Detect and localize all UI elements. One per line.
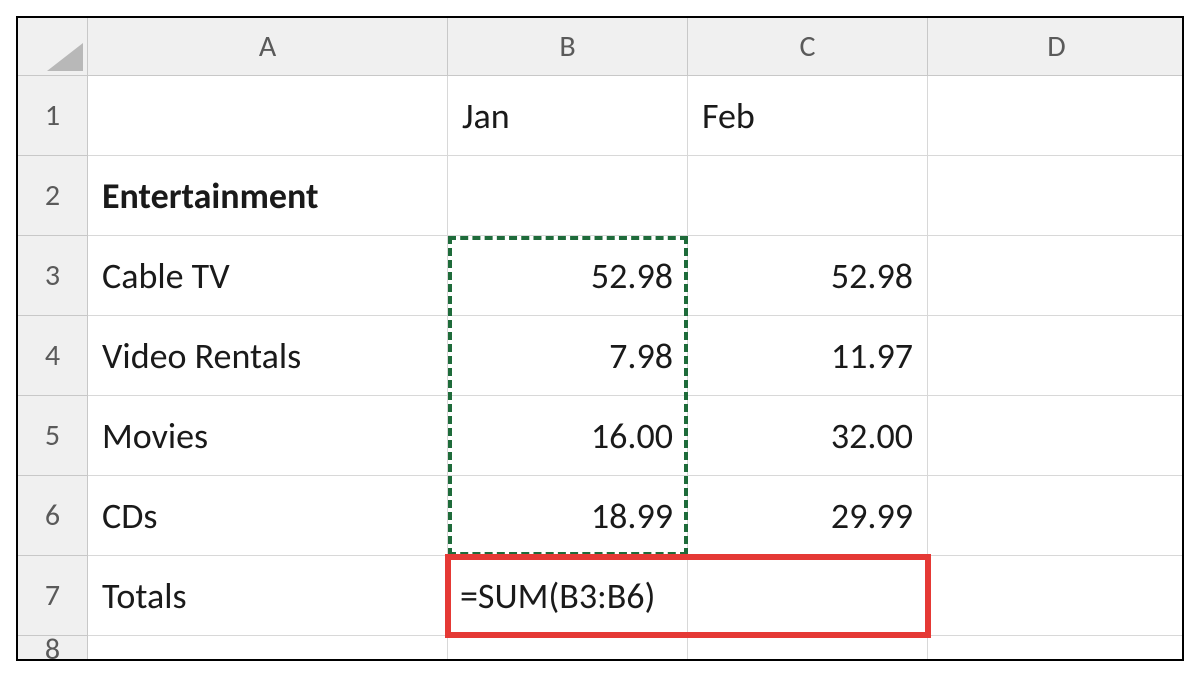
cell-A8[interactable] [88,636,448,661]
col-header-B[interactable]: B [448,18,688,76]
cell-D6[interactable] [928,476,1184,556]
cell-B6[interactable]: 18.99 [448,476,688,556]
cell-D5[interactable] [928,396,1184,476]
cell-A7[interactable]: Totals [88,556,448,636]
row-header-6[interactable]: 6 [18,476,88,556]
row-header-4[interactable]: 4 [18,316,88,396]
cell-B1[interactable]: Jan [448,76,688,156]
cell-A4[interactable]: Video Rentals [88,316,448,396]
cell-C1[interactable]: Feb [688,76,928,156]
cell-C3[interactable]: 52.98 [688,236,928,316]
cell-D3[interactable] [928,236,1184,316]
cell-D7[interactable] [928,556,1184,636]
cell-B2[interactable] [448,156,688,236]
row-header-8[interactable]: 8 [18,636,88,661]
spreadsheet: A B C D 1 Jan Feb 2 Entertainment 3 Cabl… [16,16,1184,661]
formula-display: =SUM(B3:B6) [450,556,928,636]
cell-A6[interactable]: CDs [88,476,448,556]
cell-C4[interactable]: 11.97 [688,316,928,396]
row-header-2[interactable]: 2 [18,156,88,236]
col-header-A[interactable]: A [88,18,448,76]
cell-A2[interactable]: Entertainment [88,156,448,236]
cell-B3[interactable]: 52.98 [448,236,688,316]
cell-D1[interactable] [928,76,1184,156]
cell-C8[interactable] [688,636,928,661]
cell-A3[interactable]: Cable TV [88,236,448,316]
cell-A5[interactable]: Movies [88,396,448,476]
select-all-corner[interactable] [18,18,88,76]
cell-D8[interactable] [928,636,1184,661]
cell-B4[interactable]: 7.98 [448,316,688,396]
col-header-D[interactable]: D [928,18,1184,76]
cell-C5[interactable]: 32.00 [688,396,928,476]
cell-D2[interactable] [928,156,1184,236]
col-header-C[interactable]: C [688,18,928,76]
cell-C6[interactable]: 29.99 [688,476,928,556]
cell-B8[interactable] [448,636,688,661]
cell-C2[interactable] [688,156,928,236]
cell-B5[interactable]: 16.00 [448,396,688,476]
row-header-1[interactable]: 1 [18,76,88,156]
row-header-7[interactable]: 7 [18,556,88,636]
cell-D4[interactable] [928,316,1184,396]
row-header-3[interactable]: 3 [18,236,88,316]
cell-A1[interactable] [88,76,448,156]
row-header-5[interactable]: 5 [18,396,88,476]
